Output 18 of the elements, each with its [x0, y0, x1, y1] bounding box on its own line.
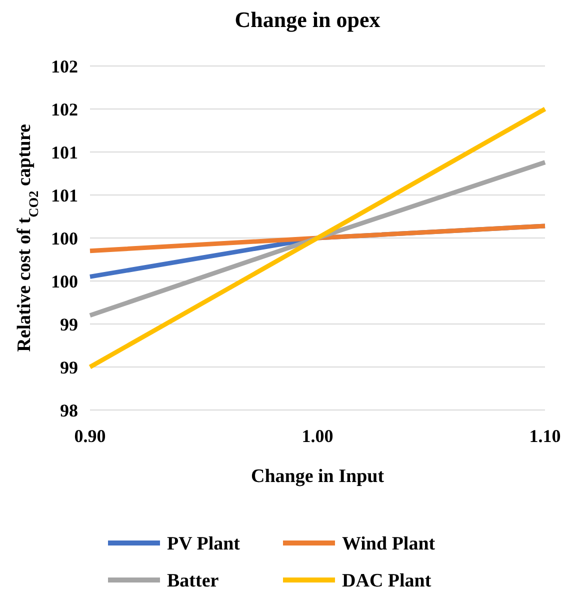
x-tick-label: 0.90 — [74, 426, 106, 446]
y-tick-label: 102 — [51, 56, 78, 76]
y-tick-label: 102 — [51, 99, 78, 120]
x-axis-title: Change in Input — [250, 466, 385, 487]
y-tick-label: 99 — [60, 314, 78, 334]
x-tick-label: 1.10 — [529, 426, 561, 446]
y-tick-label: 101 — [51, 185, 78, 206]
y-tick-label: 100 — [51, 228, 78, 248]
legend-label: Batter — [167, 570, 220, 592]
y-tick-label: 101 — [51, 142, 78, 162]
y-tick-label: 99 — [60, 357, 78, 378]
legend-label: Wind Plant — [342, 534, 436, 555]
x-tick-label: 1.00 — [302, 426, 334, 446]
legend-label: PV Plant — [167, 534, 241, 555]
legend-label: DAC Plant — [342, 570, 432, 592]
y-tick-label: 98 — [60, 400, 78, 420]
chart-title: Change in opex — [234, 7, 380, 32]
y-tick-label: 100 — [51, 271, 78, 292]
